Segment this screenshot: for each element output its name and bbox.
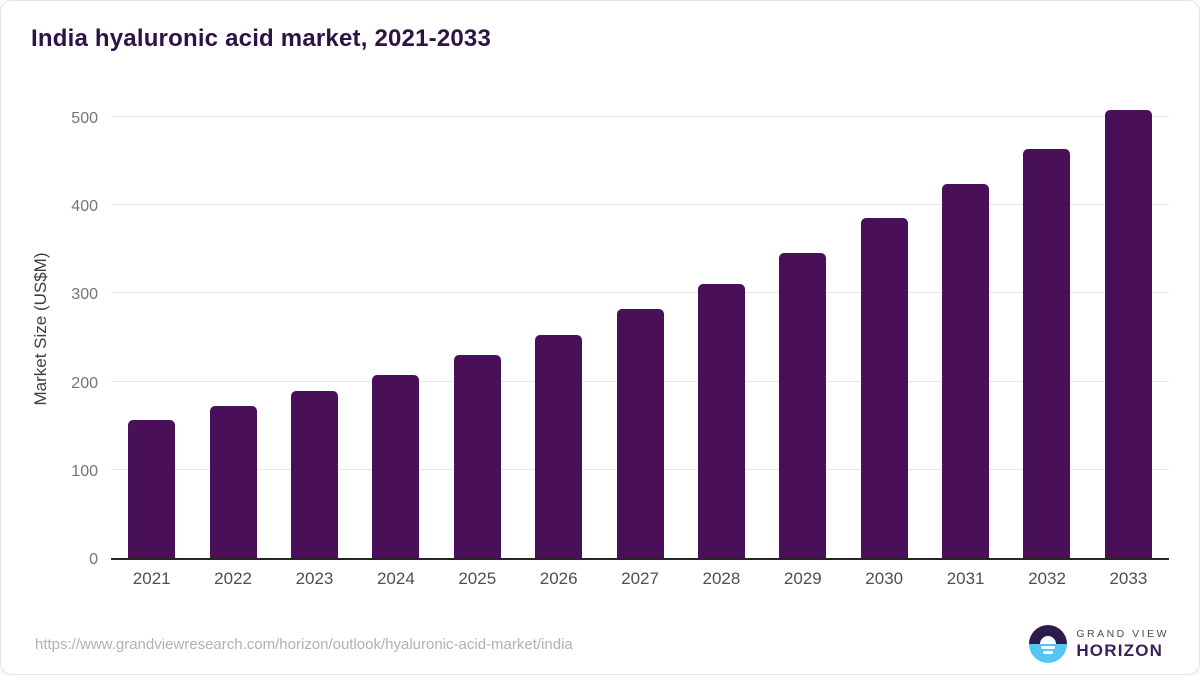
bar-cell-2025	[437, 97, 518, 558]
logo-text: GRAND VIEW HORIZON	[1076, 628, 1169, 661]
bar-cell-2032	[1006, 97, 1087, 558]
bar-cell-2023	[274, 97, 355, 558]
x-tick-label-2028: 2028	[702, 569, 741, 588]
bar-2025[interactable]	[453, 355, 501, 558]
bar-cell-2029	[762, 97, 843, 558]
logo-sun-shape	[1040, 636, 1057, 644]
bar-cell-2021	[111, 97, 192, 558]
x-tick-label-2025: 2025	[458, 569, 497, 588]
bar-2029[interactable]	[779, 252, 827, 558]
source-url: https://www.grandviewresearch.com/horizo…	[35, 635, 573, 653]
x-tick-label-2027: 2027	[621, 569, 659, 588]
bar-2022[interactable]	[209, 406, 257, 558]
x-axis-tick-labels: 2021 2022 2023 2024 2025 2026 2027 2028 2029 2030…	[111, 569, 1169, 589]
logo-reflection-line	[1041, 646, 1056, 649]
chart-title: India hyaluronic acid market, 2021-2033	[31, 25, 492, 52]
y-tick-label-100: 100	[71, 462, 98, 480]
bar-2024[interactable]	[372, 374, 420, 558]
gridline-300	[111, 292, 1169, 294]
bar-2021[interactable]	[128, 419, 176, 558]
logo-reflection-line	[1043, 651, 1054, 654]
bar-2032[interactable]	[1023, 148, 1071, 558]
y-tick-label-300: 300	[71, 286, 98, 304]
bar-2027[interactable]	[616, 309, 664, 558]
footer: https://www.grandviewresearch.com/horizo…	[35, 623, 1169, 665]
bar-2030[interactable]	[860, 218, 908, 558]
grand-view-horizon-logo: GRAND VIEW HORIZON	[1029, 625, 1169, 663]
logo-text-horizon: HORIZON	[1076, 640, 1164, 660]
bar-2026[interactable]	[535, 334, 583, 558]
y-tick-label-0: 0	[89, 551, 98, 568]
x-tick-label-2032: 2032	[1028, 569, 1066, 588]
x-tick-label-2026: 2026	[539, 569, 578, 588]
x-tick-label-2021: 2021	[132, 569, 171, 588]
x-tick-label-2031: 2031	[946, 569, 985, 588]
gridline-500	[111, 116, 1169, 118]
x-tick-label-2023: 2023	[295, 569, 334, 588]
x-tick-label-2029: 2029	[783, 569, 822, 588]
bar-series	[111, 97, 1169, 558]
bar-cell-2030	[844, 97, 925, 558]
x-tick-label-2033: 2033	[1109, 569, 1148, 588]
x-tick-label-2022: 2022	[214, 569, 252, 588]
bar-2028[interactable]	[697, 283, 745, 558]
y-tick-label-400: 400	[71, 198, 98, 216]
logo-sky-half	[1029, 625, 1068, 644]
bar-cell-2031	[925, 97, 1006, 558]
y-axis-tick-labels: 0 100 200 300 400 500	[1, 97, 98, 568]
bar-cell-2033	[1088, 97, 1169, 558]
horizon-sunrise-icon	[1029, 625, 1068, 663]
y-tick-label-500: 500	[71, 110, 98, 128]
gridline-400	[111, 204, 1169, 206]
bar-cell-2022	[192, 97, 273, 558]
bar-cell-2028	[681, 97, 762, 558]
bar-2031[interactable]	[942, 184, 990, 558]
y-tick-label-200: 200	[71, 374, 98, 392]
bar-cell-2027	[599, 97, 680, 558]
x-tick-label-2030: 2030	[865, 569, 904, 588]
logo-text-grand-view: GRAND VIEW	[1076, 627, 1169, 640]
bar-2033[interactable]	[1104, 110, 1152, 558]
bar-cell-2024	[355, 97, 436, 558]
x-tick-label-2024: 2024	[376, 569, 415, 588]
bar-cell-2026	[518, 97, 599, 558]
plot-area	[111, 97, 1169, 560]
bar-2023[interactable]	[290, 391, 338, 558]
